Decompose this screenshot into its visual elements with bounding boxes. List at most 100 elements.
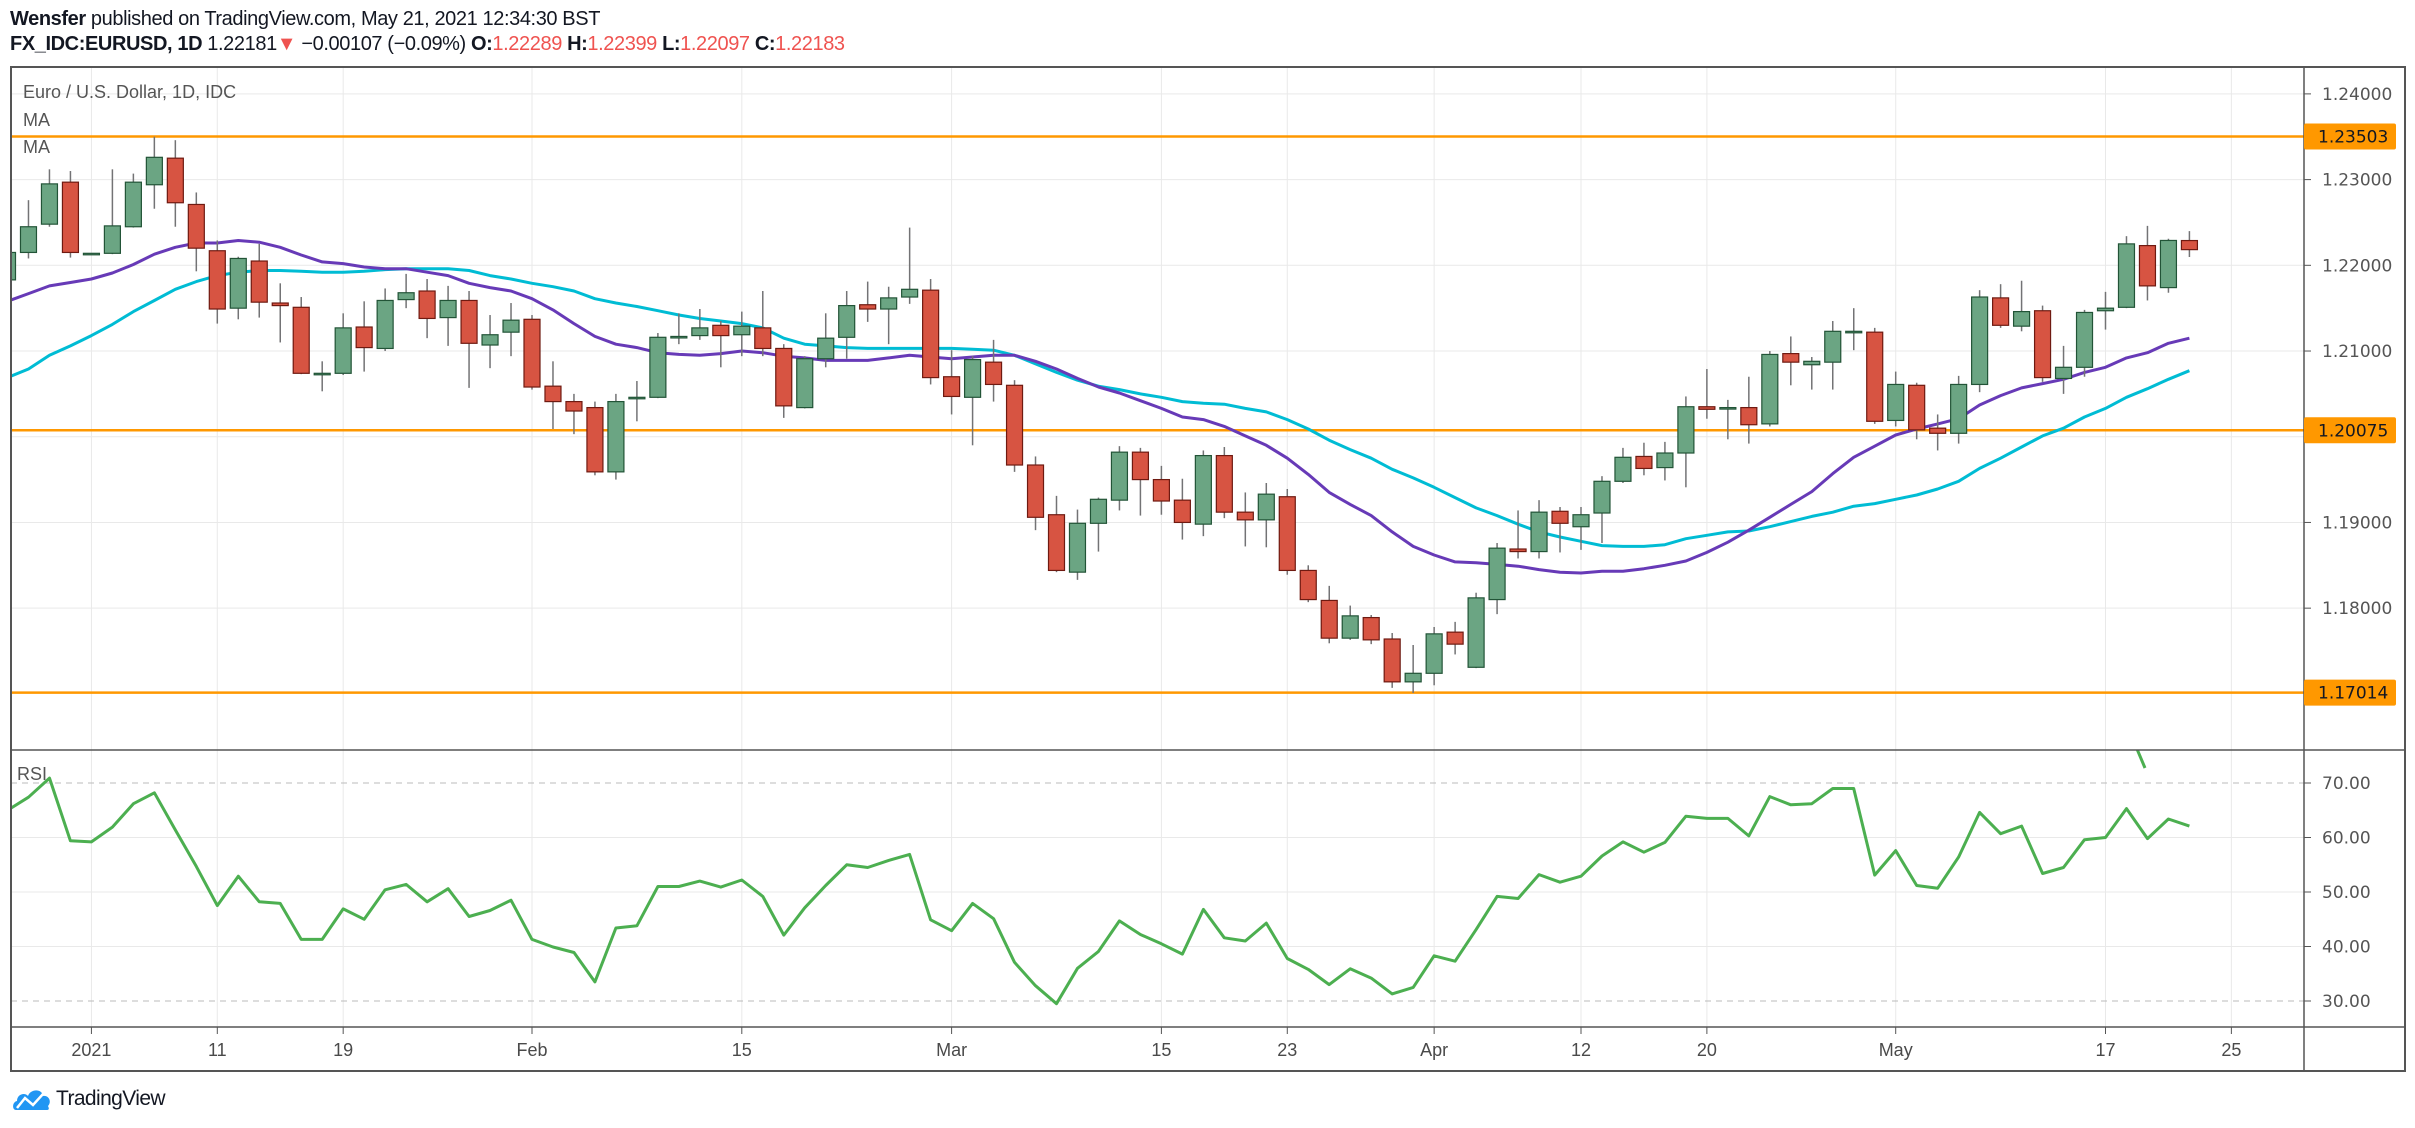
time-tick-label: May bbox=[1879, 1040, 1913, 1060]
candle-body-down bbox=[1635, 455, 1653, 470]
candle-body-down bbox=[61, 181, 80, 254]
candle bbox=[313, 361, 331, 392]
candle-body-up bbox=[1257, 493, 1275, 521]
candle bbox=[1341, 605, 1359, 640]
time-tick-label: 20 bbox=[1697, 1040, 1717, 1060]
candle-body-down bbox=[1152, 478, 1171, 502]
candle-body-up bbox=[1467, 597, 1485, 668]
candle bbox=[1698, 369, 1716, 419]
candle bbox=[1740, 376, 1758, 444]
axes[interactable]: 2021 11 19 Feb 15 Mar 15 23 Apr 12 20 May 17 25 1.2400… bbox=[71, 85, 2396, 1060]
candle bbox=[586, 401, 604, 476]
candle-body-up bbox=[481, 334, 499, 346]
candle bbox=[2012, 280, 2031, 332]
level-price-label: 1.20075 bbox=[2318, 421, 2388, 441]
candle bbox=[565, 393, 583, 435]
candle bbox=[334, 313, 352, 376]
candle-body-up bbox=[1404, 672, 1422, 683]
candle bbox=[1047, 495, 1066, 573]
tradingview-logo[interactable]: TradingView bbox=[12, 1086, 166, 1112]
candle-body-up bbox=[1803, 360, 1821, 366]
candle-body-down bbox=[1866, 331, 1884, 422]
candle-body-up bbox=[1593, 480, 1611, 514]
candle-body-up bbox=[607, 400, 625, 473]
candle-body-down bbox=[523, 318, 541, 388]
candle bbox=[1488, 543, 1506, 615]
candle-body-down bbox=[1131, 451, 1150, 481]
candle bbox=[1656, 441, 1674, 481]
candle-body-down bbox=[1236, 511, 1254, 521]
candle-body-down bbox=[1782, 352, 1800, 363]
candle bbox=[187, 192, 205, 272]
candle bbox=[397, 273, 415, 309]
price-tick-label: 1.19000 bbox=[2322, 513, 2392, 533]
candle bbox=[922, 279, 940, 385]
candle bbox=[460, 291, 478, 388]
candle-body-up bbox=[397, 292, 415, 301]
candle-body-up bbox=[880, 297, 898, 310]
level-price-label: 1.17014 bbox=[2318, 684, 2388, 704]
candle-body-down bbox=[187, 203, 205, 249]
rsi-line bbox=[11, 776, 2190, 1006]
time-tick-label: 2021 bbox=[71, 1040, 111, 1060]
candle bbox=[1383, 633, 1401, 688]
rsi-legend[interactable]: RSI bbox=[17, 764, 48, 784]
candle-body-up bbox=[19, 226, 38, 254]
candle bbox=[942, 350, 961, 415]
candle bbox=[19, 200, 38, 259]
candle bbox=[1152, 465, 1171, 515]
ma1-line bbox=[11, 239, 2190, 575]
candle-body-up bbox=[1425, 633, 1443, 674]
time-tick-label: 15 bbox=[1151, 1040, 1171, 1060]
candle bbox=[1572, 507, 1590, 550]
tradingview-cloud-icon bbox=[13, 1090, 50, 1110]
candle bbox=[1320, 585, 1338, 644]
candle-body-up bbox=[649, 336, 667, 398]
candle bbox=[250, 243, 268, 318]
ma1-legend[interactable]: MA bbox=[23, 110, 50, 130]
grid bbox=[11, 67, 2304, 1027]
price-tick-label: 1.23000 bbox=[2322, 171, 2392, 191]
chart-legend-title: Euro / U.S. Dollar, 1D, IDC bbox=[23, 82, 237, 102]
candle bbox=[838, 291, 856, 359]
candle-body-up bbox=[1341, 615, 1359, 639]
candle-body-down bbox=[586, 406, 604, 473]
candle bbox=[11, 251, 17, 281]
candle bbox=[1299, 565, 1317, 603]
candle-body-up bbox=[1845, 330, 1863, 334]
candle bbox=[166, 140, 184, 227]
candle-body-up bbox=[1887, 383, 1905, 422]
candle-body-up bbox=[1761, 353, 1779, 425]
candle-body-up bbox=[1719, 406, 1737, 410]
candle-body-down bbox=[2033, 310, 2052, 379]
candle bbox=[775, 344, 793, 418]
candle bbox=[1068, 509, 1087, 580]
candle bbox=[733, 311, 751, 357]
candle-body-up bbox=[103, 225, 122, 254]
candle bbox=[2033, 305, 2052, 382]
candle-body-down bbox=[292, 306, 310, 374]
candle bbox=[1257, 483, 1275, 548]
candle-body-down bbox=[1299, 569, 1317, 601]
ma2-legend[interactable]: MA bbox=[23, 137, 50, 157]
candle-body-up bbox=[502, 319, 520, 333]
level-price-badge bbox=[2304, 679, 2396, 706]
candle bbox=[1908, 382, 1926, 440]
time-tick-label: 17 bbox=[2095, 1040, 2115, 1060]
time-tick-label: Mar bbox=[936, 1040, 967, 1060]
candle-body-down bbox=[1908, 384, 1926, 431]
candle bbox=[1278, 489, 1296, 575]
candle-body-down bbox=[1005, 384, 1024, 466]
candle-body-down bbox=[1509, 548, 1527, 553]
candle-body-down bbox=[2180, 239, 2199, 251]
candle-body-up bbox=[2117, 243, 2136, 308]
last-price: 1.22181 bbox=[207, 33, 277, 55]
candle-body-up bbox=[1194, 454, 1212, 525]
candle bbox=[1929, 414, 1947, 451]
time-tick-label: Apr bbox=[1420, 1040, 1448, 1060]
candle bbox=[1635, 442, 1653, 476]
candle-body-up bbox=[313, 372, 331, 376]
candle bbox=[481, 315, 499, 369]
high-value: 1.22399 bbox=[587, 33, 657, 55]
